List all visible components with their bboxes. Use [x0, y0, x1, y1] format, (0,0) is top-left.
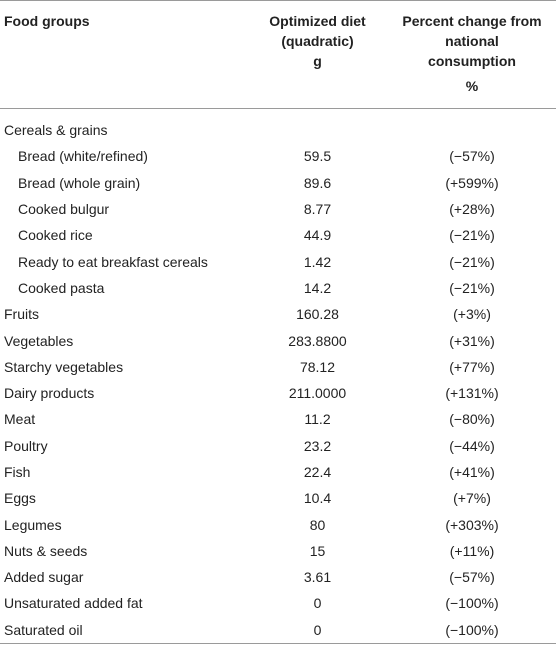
- table-row: Dairy products 211.0000 (+131%): [0, 380, 556, 406]
- table-row: Added sugar 3.61 (−57%): [0, 564, 556, 590]
- percent-change-cell: (+77%): [449, 358, 495, 375]
- percent-change-cell: (−44%): [449, 437, 495, 454]
- header-food-groups: Food groups: [4, 13, 90, 29]
- header-pct-unit: %: [465, 78, 479, 94]
- table-row: Cooked bulgur 8.77 (+28%): [0, 196, 556, 222]
- percent-change-cell: (+41%): [449, 464, 495, 480]
- percent-change-cell: (+303%): [445, 516, 499, 533]
- food-group-cell: Cooked pasta: [18, 279, 105, 296]
- food-group-cell: Fruits: [4, 306, 39, 323]
- header-pct-line1: Percent change from: [402, 13, 542, 29]
- optimized-value-cell: 89.6: [303, 174, 332, 191]
- optimized-value-cell: 11.2: [304, 411, 331, 428]
- table-row: Fruits 160.28 (+3%): [0, 301, 556, 327]
- table-row: Eggs 10.4 (+7%): [0, 485, 556, 511]
- percent-change-cell: (+599%): [445, 174, 499, 191]
- food-group-cell: Cooked bulgur: [18, 201, 110, 218]
- optimized-value-cell: 3.61: [303, 569, 332, 586]
- percent-change-cell: (−100%): [445, 595, 499, 612]
- optimized-value-cell: 23.2: [303, 437, 332, 454]
- percent-change-cell: (+3%): [453, 306, 491, 323]
- header-optimized-line2: (quadratic): [281, 33, 354, 49]
- percent-change-cell: (−21%): [449, 279, 495, 296]
- food-group-cell: Ready to eat breakfast cereals: [18, 253, 208, 270]
- table-header-row: Food groups Optimized diet (quadratic) g…: [0, 0, 556, 109]
- header-pct-line3: consumption: [428, 53, 516, 69]
- optimized-value-cell: 8.77: [303, 201, 332, 218]
- percent-change-cell: (−100%): [445, 621, 499, 638]
- optimized-value-cell: 80: [309, 516, 326, 533]
- optimized-value-cell: 15: [309, 542, 326, 559]
- food-group-cell: Dairy products: [4, 385, 95, 402]
- table-row: Fish 22.4 (+41%): [0, 459, 556, 485]
- food-group-cell: Unsaturated added fat: [4, 595, 143, 612]
- percent-change-cell: (−57%): [449, 148, 495, 165]
- table-row: Bread (whole grain) 89.6 (+599%): [0, 170, 556, 196]
- food-group-cell: Cereals & grains: [4, 122, 108, 139]
- header-optimized-line1: Optimized diet: [269, 13, 366, 29]
- percent-change-cell: (−21%): [449, 253, 495, 270]
- table-row: Poultry 23.2 (−44%): [0, 433, 556, 459]
- header-percent-change: Percent change from national consumption…: [388, 1, 556, 109]
- food-group-cell: Fish: [4, 464, 31, 480]
- optimized-value-cell: 59.5: [303, 148, 332, 165]
- optimized-value-cell: 0: [313, 595, 322, 612]
- food-group-cell: Cooked rice: [18, 227, 93, 244]
- optimized-value-cell: 1.42: [303, 253, 332, 270]
- table-row: Cooked rice 44.9 (−21%): [0, 222, 556, 248]
- table-row: Ready to eat breakfast cereals 1.42 (−21…: [0, 248, 556, 274]
- percent-change-cell: (−80%): [449, 411, 495, 428]
- food-group-cell: Added sugar: [4, 569, 84, 586]
- food-group-cell: Nuts & seeds: [4, 542, 88, 559]
- percent-change-cell: (+131%): [445, 385, 499, 402]
- table-row: Meat 11.2 (−80%): [0, 406, 556, 432]
- percent-change-cell: [388, 109, 556, 144]
- food-group-cell: Eggs: [4, 490, 36, 507]
- percent-change-cell: (−57%): [449, 569, 495, 586]
- optimized-value-cell: 160.28: [296, 306, 339, 323]
- table-row: Unsaturated added fat 0 (−100%): [0, 590, 556, 616]
- percent-change-cell: (+28%): [449, 201, 495, 218]
- header-pct-line2: national: [445, 33, 499, 49]
- percent-change-cell: (−21%): [449, 227, 495, 244]
- table-row: Saturated oil 0 (−100%): [0, 617, 556, 644]
- optimized-value-cell: 44.9: [303, 227, 332, 244]
- table-row: Legumes 80 (+303%): [0, 511, 556, 537]
- optimized-value-cell: 78.12: [299, 358, 336, 375]
- percent-change-cell: (+7%): [453, 490, 491, 507]
- optimized-value-cell: [247, 109, 388, 144]
- food-group-cell: Legumes: [4, 516, 62, 533]
- food-group-cell: Meat: [4, 411, 36, 428]
- table-row: Cereals & grains: [0, 109, 556, 144]
- optimized-value-cell: 10.4: [303, 490, 332, 507]
- optimized-value-cell: 0: [313, 621, 322, 638]
- optimized-value-cell: 211.0000: [288, 385, 347, 402]
- table-row: Cooked pasta 14.2 (−21%): [0, 275, 556, 301]
- food-group-cell: Saturated oil: [4, 621, 83, 638]
- percent-change-cell: (+31%): [449, 332, 495, 349]
- food-group-cell: Vegetables: [4, 332, 74, 349]
- table-row: Nuts & seeds 15 (+11%): [0, 538, 556, 564]
- optimized-value-cell: 22.4: [303, 464, 332, 480]
- food-group-cell: Poultry: [4, 437, 48, 454]
- header-optimized-unit: g: [313, 53, 322, 69]
- header-optimized-diet: Optimized diet (quadratic) g: [247, 1, 388, 109]
- table-row: Vegetables 283.8800 (+31%): [0, 327, 556, 353]
- food-group-cell: Starchy vegetables: [4, 358, 124, 375]
- table-row: Starchy vegetables 78.12 (+77%): [0, 354, 556, 380]
- percent-change-cell: (+11%): [449, 542, 495, 559]
- food-group-cell: Bread (white/refined): [18, 148, 148, 165]
- food-group-cell: Bread (whole grain): [18, 174, 141, 191]
- food-groups-table: Food groups Optimized diet (quadratic) g…: [0, 0, 556, 644]
- optimized-value-cell: 14.2: [303, 279, 332, 296]
- optimized-value-cell: 283.8800: [288, 332, 347, 349]
- table-row: Bread (white/refined) 59.5 (−57%): [0, 143, 556, 169]
